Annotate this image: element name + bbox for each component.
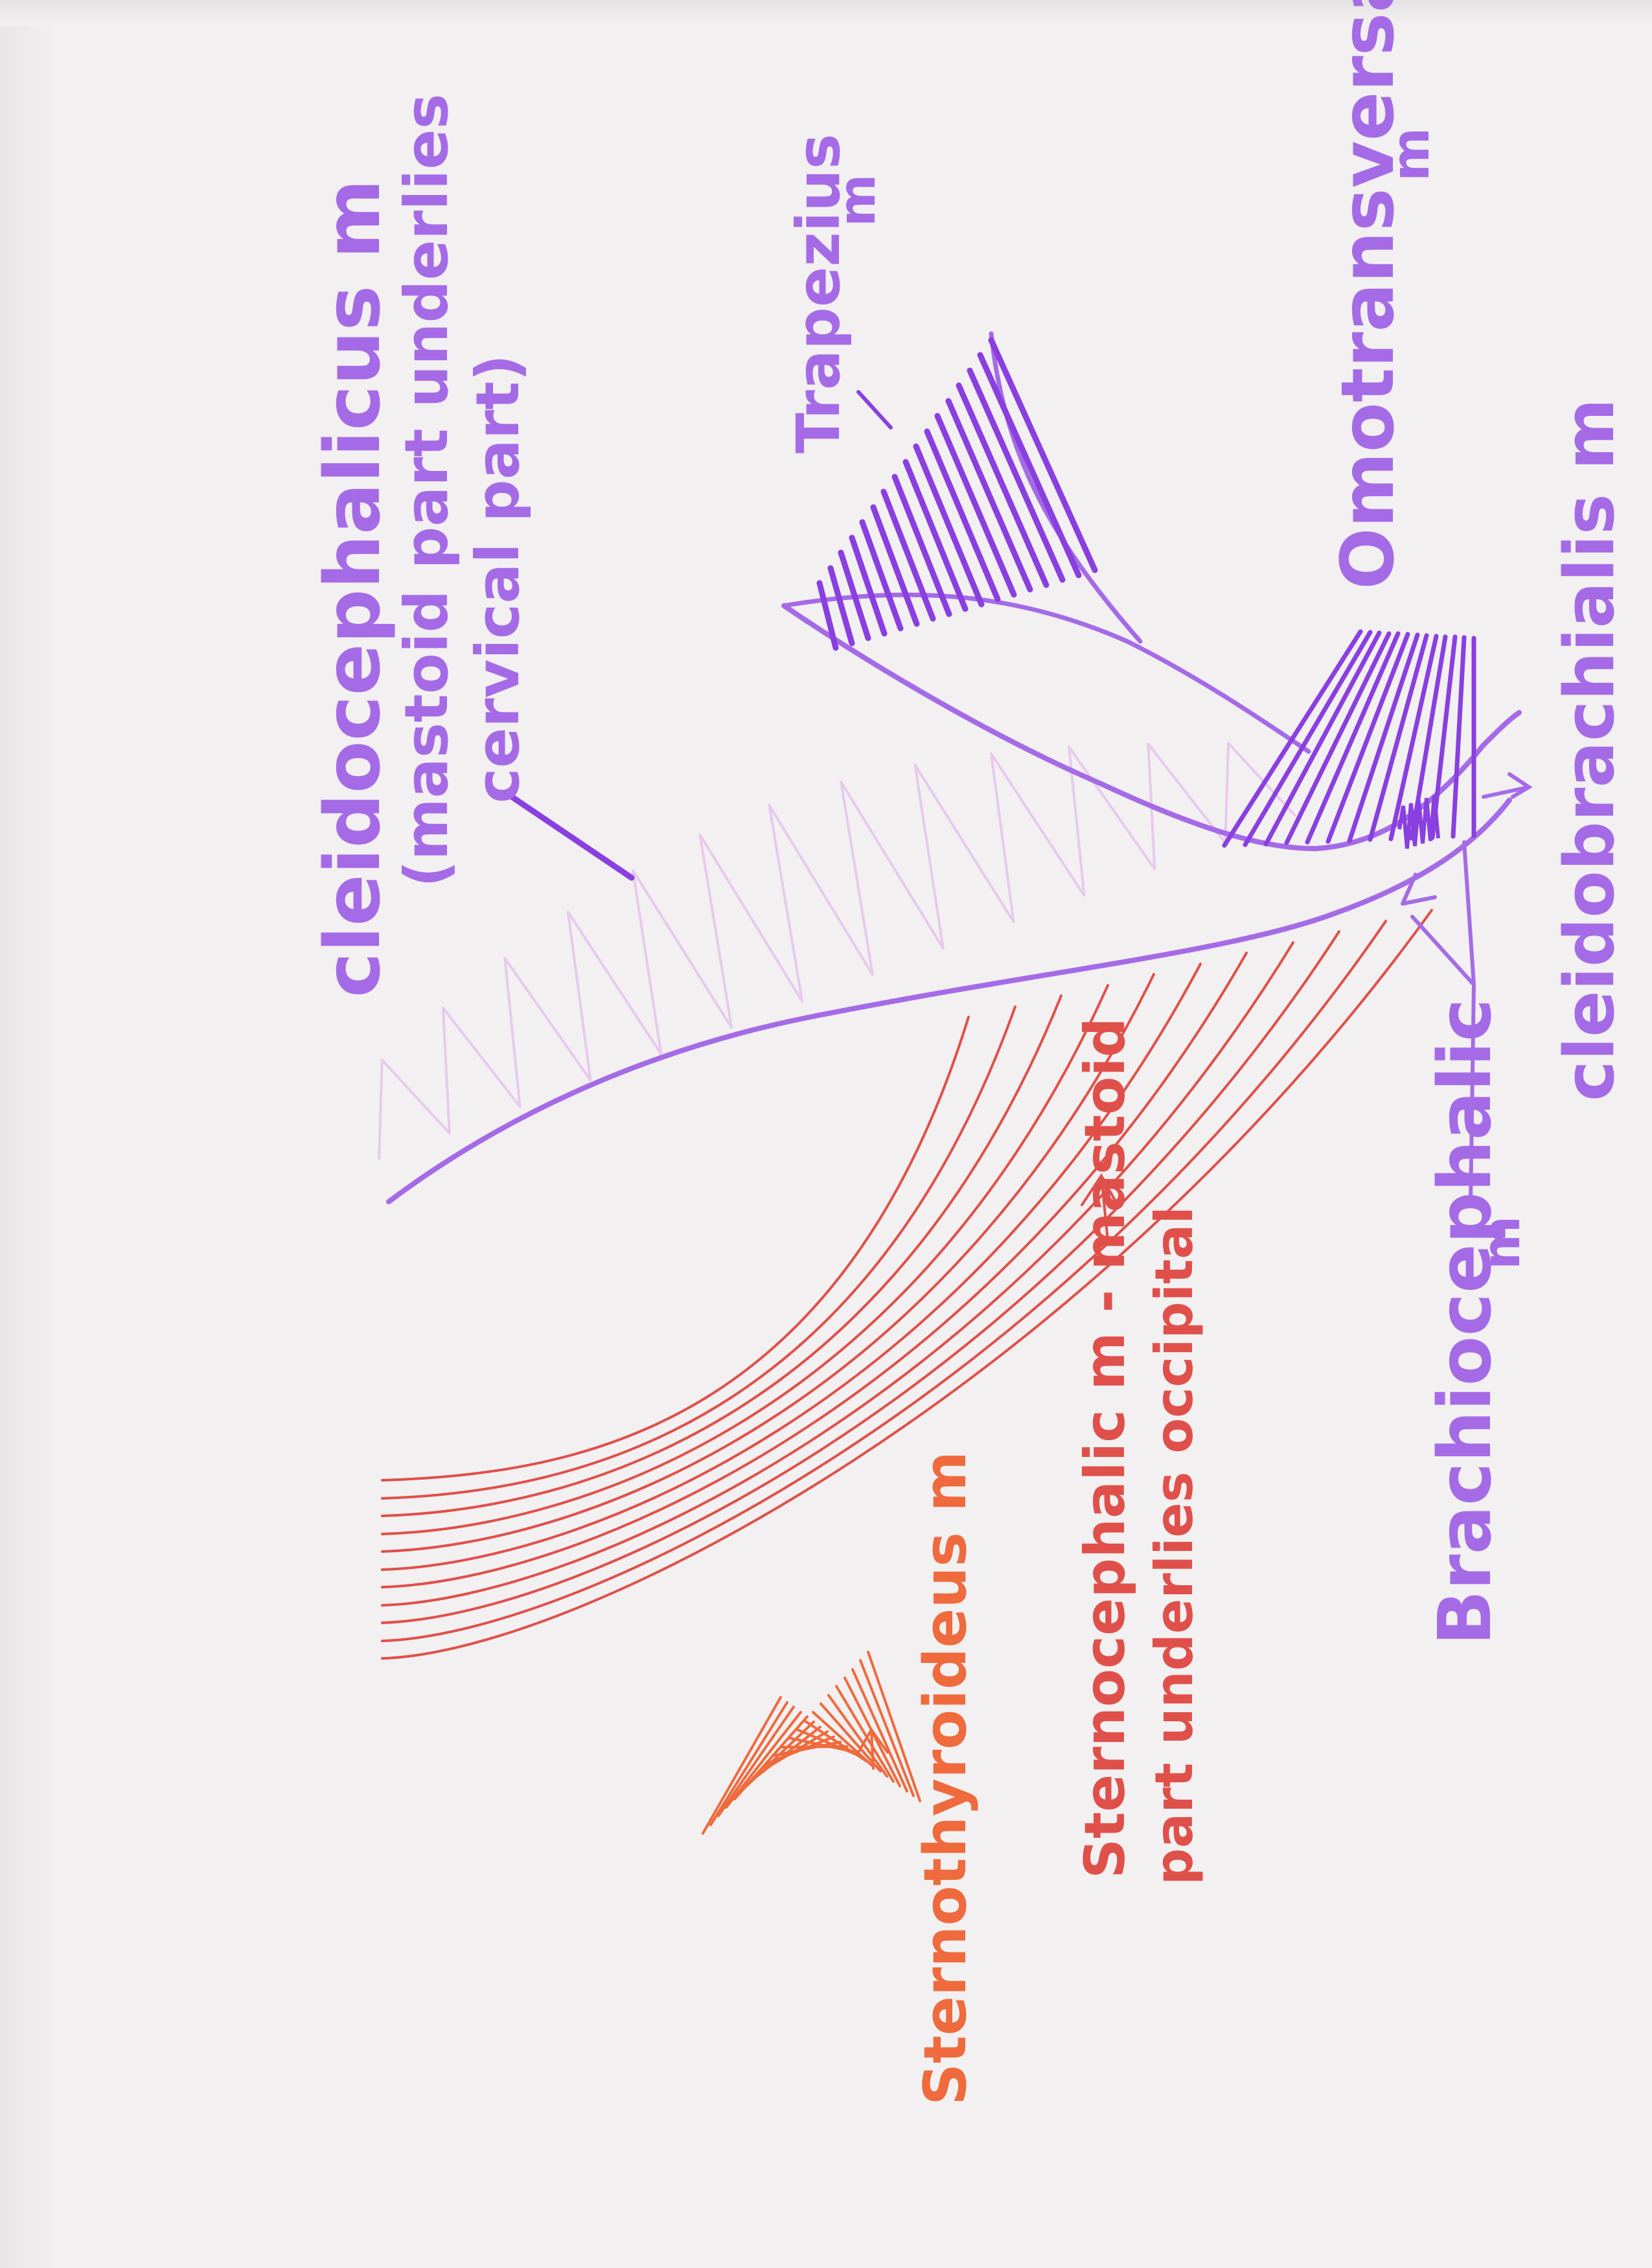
brachiocephalic-pointer: [1410, 840, 1476, 1204]
sternocephalic-label: Sternocephalic m - mastoid part underlie…: [1073, 1018, 1204, 1885]
trapezius-hatch-stroke: [816, 580, 839, 651]
trapezius-hatch-stroke: [967, 367, 1066, 583]
trapezius-hatching: [816, 337, 1098, 651]
omotransversarius-hatch-stroke: [1347, 632, 1420, 843]
sternothyroideus-hatch-stroke: [702, 1696, 782, 1835]
sternocephalic-fibre-line: [381, 930, 1340, 1624]
trapezius-hatch-stroke: [934, 413, 1017, 598]
trapezius-hatch-stroke: [988, 337, 1098, 573]
cleidocephalicus-label-line3: cervical part): [463, 354, 533, 803]
sternothyroideus-arrow: [857, 1727, 889, 1770]
trapezius-upper-edge: [989, 331, 1143, 644]
sternocephalic-fibre-line: [381, 973, 1155, 1553]
brachiocephalic-label-line2: m: [1471, 1216, 1532, 1270]
sternothyroideus-hatching: [702, 1651, 921, 1835]
omotransversarius-label-line2: m: [1381, 128, 1441, 181]
sternothyroideus-hatch-stroke: [717, 1706, 795, 1817]
sternothyroideus-hatch-stroke: [725, 1711, 802, 1809]
sternocephalic-fibre-line: [381, 941, 1294, 1607]
trapezius-hatch-stroke: [956, 382, 1050, 588]
trapezius-hatch-stroke: [977, 352, 1082, 578]
cleidocephalicus-pointer: [509, 794, 635, 881]
trapezius-hatch-stroke: [859, 519, 904, 632]
sternothyroideus-hatch-stroke: [812, 1711, 875, 1768]
sternothyroideus-hatch-stroke: [820, 1702, 882, 1772]
brachiocephalic-label-line1: Brachiocephalic: [1423, 998, 1508, 1645]
cleidobrachialis-label-text: cleidobrachialis m: [1550, 398, 1629, 1101]
trapezius-hatch-stroke: [913, 443, 985, 608]
omotransversarius-hatch-stroke: [1243, 630, 1373, 847]
omotransversarius-hatch-stroke: [1263, 630, 1382, 847]
trapezius-hatch-stroke: [838, 549, 871, 641]
sternothyroideus-hatch-stroke: [709, 1701, 788, 1826]
omotransversarius-hatching: [1222, 629, 1476, 848]
sternothyroideus-label: Sternothyroideus m: [912, 1451, 980, 2105]
brachiocephalic-arrowhead-left: [1401, 873, 1437, 906]
sternocephalic-fibre-line: [381, 984, 1109, 1535]
sternocephalic-fibre-line: [381, 994, 1062, 1517]
cleidocephalicus-label-line2: (mastoid part underlies: [392, 93, 461, 888]
trapezius-hatch-stroke: [870, 504, 920, 627]
sternocephalic-label-line1: Sternocephalic m - mastoid: [1073, 1018, 1138, 1879]
sternothyroideus-hatch-stroke: [867, 1651, 921, 1802]
trapezius-hatch-stroke: [827, 565, 855, 647]
sternocephalic-fibre-line: [381, 963, 1202, 1571]
page-top-shadow: [0, 0, 1652, 26]
omotransversarius-hatch-stroke: [1368, 633, 1429, 842]
trapezius-hatch-stroke: [902, 459, 969, 612]
sternocephalic-fibre-line: [381, 1016, 970, 1482]
sternocephalic-fibre-line: [381, 952, 1248, 1588]
trapezius-pointer: [856, 390, 893, 430]
cleidocephalicus-label-line1: cleidocephalicus m: [308, 179, 397, 998]
omotransversarius-label-line1: Omotransversarius: [1326, 0, 1410, 590]
sternothyroideus-hatch-stroke: [851, 1668, 908, 1793]
brachiocephalic-outline-lower: [386, 797, 1512, 1204]
omotransversarius-hatch-stroke: [1325, 632, 1410, 844]
sternothyroideus-hatch-stroke: [835, 1685, 895, 1783]
sternocephalic-fibre-line: [381, 920, 1387, 1642]
cleidocephalicus-label: cleidocephalicus m (mastoid part underli…: [308, 93, 533, 998]
cleidobrachialis-label: cleidobrachialis m: [1550, 398, 1629, 1101]
omotransversarius-label: Omotransversarius m: [1326, 0, 1441, 590]
omotransversarius-hatch-stroke: [1222, 629, 1363, 848]
sternocephalic-fibres: [381, 909, 1433, 1660]
sternocephalic-label-line2: part underlies occipital: [1144, 1206, 1204, 1885]
sternothyroideus-hatch-stroke: [859, 1659, 915, 1797]
trapezius-hatch-stroke: [891, 474, 952, 617]
cleidobrachialis-arrowhead: [1482, 772, 1533, 799]
trapezius-hatch-stroke: [924, 428, 1001, 602]
sternothyroideus-label-text: Sternothyroideus m: [912, 1451, 980, 2105]
sternothyroideus-hatch-stroke: [827, 1694, 888, 1778]
omotransversarius-hatch-stroke: [1284, 631, 1392, 845]
sternocephalic-fibre-line: [381, 909, 1433, 1660]
omotransversarius-hatch-stroke: [1451, 635, 1467, 839]
trapezius-label-line1: Trapezius: [784, 133, 853, 453]
trapezius-outline: [781, 592, 1311, 754]
sternothyroideus-hatch-stroke: [804, 1720, 868, 1763]
page-edge-shadow: [0, 0, 58, 2268]
omotransversarius-hatch-stroke: [1305, 631, 1401, 845]
trapezius-hatch-stroke: [880, 488, 936, 622]
trapezius-hatch-stroke: [945, 398, 1033, 593]
cleidocephalicus-zigzag: [378, 742, 1297, 1160]
trapezius-hatch-stroke: [849, 534, 888, 637]
trapezius-label-line2: m: [829, 174, 887, 227]
sternocephalic-fibre-line: [381, 1005, 1016, 1500]
sternocephalic-arrow: [1081, 1173, 1119, 1242]
trapezius-label: Trapezius m: [784, 133, 887, 453]
brachiocephalic-label: Brachiocephalic m: [1423, 998, 1532, 1645]
clavicular-intersection-coil: [1397, 795, 1440, 849]
omotransversarius-hatch-stroke: [1388, 634, 1439, 842]
